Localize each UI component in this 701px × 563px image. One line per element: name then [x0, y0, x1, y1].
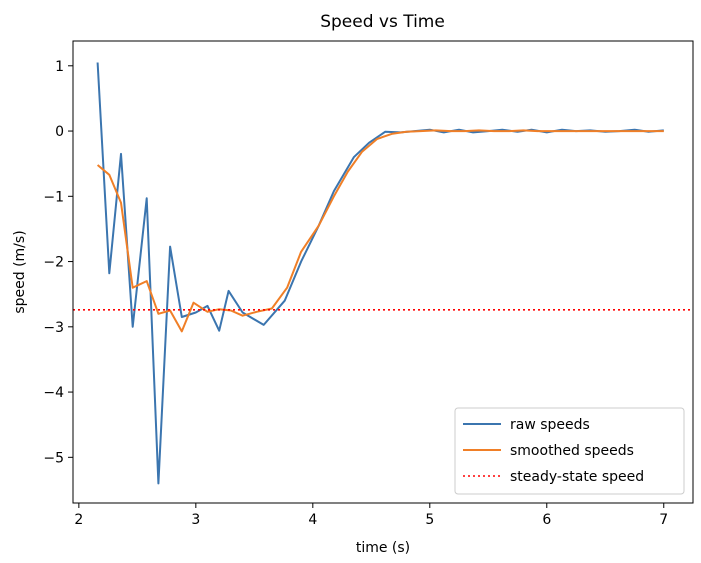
y-tick-label: −2 [43, 255, 64, 271]
x-tick-label: 7 [659, 512, 668, 528]
chart-title: Speed vs Time [320, 12, 445, 32]
y-axis-label: speed (m/s) [12, 230, 28, 313]
x-tick-label: 6 [542, 512, 551, 528]
plot-frame [72, 40, 694, 504]
x-axis: 2 3 4 5 6 7 [74, 503, 668, 528]
y-tick-label: −3 [43, 320, 64, 336]
x-tick-label: 4 [308, 512, 317, 528]
y-tick-label: 1 [55, 59, 64, 75]
x-tick-label: 2 [74, 512, 83, 528]
legend-label: steady-state speed [510, 469, 644, 485]
x-tick-label: 5 [425, 512, 434, 528]
x-tick-label: 3 [191, 512, 200, 528]
legend: raw speeds smoothed speeds steady-state sp… [454, 407, 685, 495]
y-tick-label: 0 [55, 124, 64, 140]
plot-area [72, 40, 694, 504]
legend-box [454, 407, 685, 495]
series-line-smoothed-speeds [96, 129, 664, 333]
x-axis-label: time (s) [356, 540, 410, 556]
legend-label: raw speeds [510, 417, 590, 433]
y-tick-label: −5 [43, 450, 64, 466]
y-axis: 1 0 −1 −2 −3 −4 −5 [43, 59, 73, 466]
legend-label: smoothed speeds [510, 443, 634, 459]
y-tick-label: −4 [43, 385, 64, 401]
y-tick-label: −1 [43, 189, 64, 205]
series-layer [73, 62, 693, 485]
